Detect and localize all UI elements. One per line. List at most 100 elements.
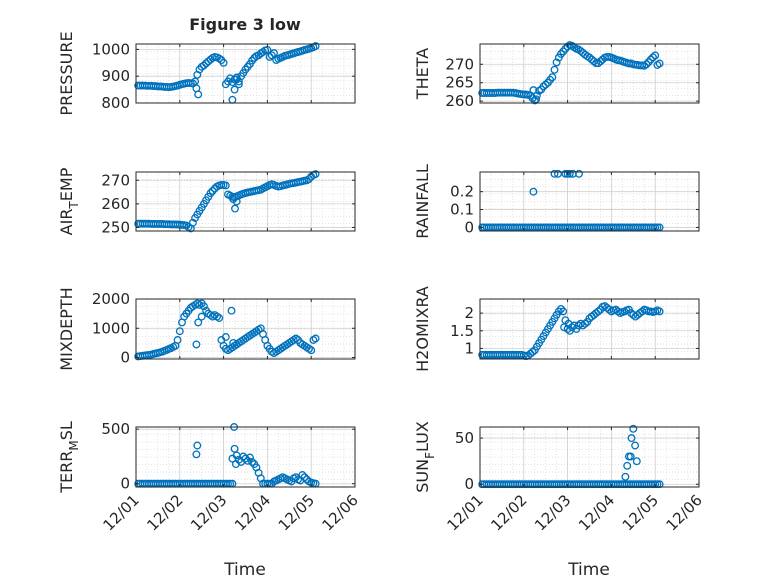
data-point	[561, 169, 570, 178]
y-tick-label: 1000	[92, 319, 130, 337]
data-point	[311, 170, 320, 179]
x-tick-label: 12/03	[187, 491, 230, 534]
data-point	[532, 91, 541, 100]
y-axis-label: MIXDEPTH	[57, 287, 76, 370]
data-point	[565, 169, 574, 178]
axes-box	[479, 43, 700, 104]
data-point	[594, 307, 603, 316]
y-tick-label: 0.2	[450, 183, 474, 201]
data-point	[228, 454, 237, 463]
y-tick-label: 270	[101, 171, 130, 189]
y-tick-label: 1.5	[450, 322, 474, 340]
y-tick-label: 500	[101, 420, 130, 438]
axes-box	[479, 426, 700, 488]
subplot-mixdepth: 0 1000 2000 MIXDEPTH	[57, 287, 356, 371]
data-point	[646, 55, 655, 64]
x-tick-label: 12/01	[100, 491, 143, 534]
data-point	[206, 189, 215, 198]
data-point	[311, 334, 320, 343]
x-tick-label: 12/06	[663, 491, 706, 534]
data-point	[227, 306, 236, 315]
data-point	[631, 441, 640, 450]
data-point	[529, 86, 538, 95]
data-point	[175, 327, 184, 336]
data-point	[621, 472, 630, 481]
y-tick-label: 800	[101, 94, 130, 112]
data-point	[231, 204, 239, 213]
data-point	[248, 457, 257, 466]
subplot-h2omixra: 11.52 H2OMIXRA	[413, 286, 700, 372]
data-point	[298, 471, 307, 479]
data-point	[627, 434, 636, 443]
data-point	[192, 450, 201, 459]
y-axis-label: PRESSURE	[57, 31, 76, 115]
data-point	[550, 169, 559, 178]
data-point	[217, 181, 226, 189]
axes-box	[135, 171, 356, 232]
data-point	[219, 58, 228, 67]
x-tick-label: 12/05	[275, 491, 318, 534]
data-point	[230, 85, 239, 94]
data-point	[270, 49, 278, 58]
axes-box	[135, 298, 356, 360]
data-point	[530, 96, 539, 105]
data-point	[528, 347, 537, 356]
data-point	[655, 307, 664, 316]
figure-title: Figure 3 low	[189, 15, 301, 34]
x-tick-label: 12/04	[231, 491, 274, 534]
data-point	[581, 319, 590, 328]
y-tick-label: 265	[445, 74, 474, 92]
data-point	[208, 186, 217, 195]
data-point	[259, 48, 267, 56]
data-point	[550, 65, 559, 74]
subplot-sun-flux: 0 50 SUNFLUX 12/01 12/02 12/03 12/04 12/05 12/06	[413, 421, 706, 534]
y-tick-label: 2	[464, 304, 474, 322]
data-point	[188, 218, 197, 227]
data-point	[192, 340, 201, 349]
data-point	[199, 61, 208, 70]
y-axis-label: THETA	[413, 48, 432, 100]
x-axis-label-left: Time	[223, 560, 266, 580]
data-point	[231, 460, 240, 469]
data-point	[642, 60, 651, 69]
y-tick-label: 270	[445, 55, 474, 73]
x-tick-label: 12/03	[531, 491, 574, 534]
subplot-terr-msl: 0 500 TERRMSL 12/01 12/02 12/03 12/04 12/05 12/0…	[57, 420, 362, 534]
data-point	[651, 51, 660, 60]
data-point	[554, 169, 562, 178]
data-point	[192, 84, 201, 93]
data-point	[559, 307, 568, 316]
axes-box	[135, 426, 356, 488]
y-axis-label: RAINFALL	[413, 164, 432, 239]
x-tick-label: 12/05	[619, 491, 662, 534]
y-tick-label: 1000	[92, 40, 130, 58]
y-tick-label: 1	[464, 339, 474, 357]
data-point	[592, 59, 601, 68]
data-point	[575, 169, 583, 178]
data-point	[245, 453, 254, 462]
data-point	[215, 314, 224, 322]
data-point	[300, 473, 309, 482]
y-tick-label: 50	[455, 429, 474, 447]
data-point	[305, 175, 313, 184]
subplot-air-temp: 250 260 270 AIRTEMP	[57, 167, 356, 236]
data-point	[221, 333, 230, 341]
data-point	[265, 52, 274, 61]
data-point	[228, 95, 237, 104]
data-point	[629, 424, 638, 433]
y-tick-label: 0.1	[450, 201, 474, 219]
data-point	[199, 302, 208, 311]
y-tick-label: 260	[101, 195, 130, 213]
y-tick-label: 250	[101, 218, 130, 236]
data-point	[552, 58, 561, 67]
y-tick-label: 0	[464, 475, 474, 493]
y-tick-label: 0	[120, 475, 130, 493]
data-point	[194, 318, 203, 327]
x-tick-label: 12/01	[444, 491, 487, 534]
data-point	[232, 197, 241, 206]
data-point	[557, 304, 565, 313]
data-point	[173, 336, 182, 344]
data-point	[529, 187, 538, 196]
data-point	[554, 307, 563, 316]
